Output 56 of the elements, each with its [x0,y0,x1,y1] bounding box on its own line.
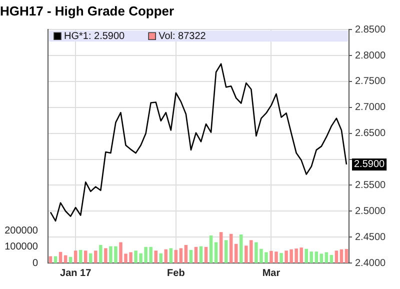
x-tick-label: Jan 17 [60,268,92,279]
bar [99,244,102,263]
bar [184,244,188,263]
y-tick-label: 2.4500 [355,232,386,243]
bar [229,234,233,263]
bar [48,256,52,263]
bar [74,250,78,263]
legend-label: Vol: 87322 [158,30,206,42]
bar [68,256,72,263]
bar [224,240,228,263]
bar [194,246,198,263]
y2-tick-label: 100000 [4,242,38,253]
bar [344,248,348,263]
bar [154,250,158,263]
y-tick-label: 2.7500 [355,76,386,88]
bar [174,250,178,263]
bar [209,235,213,263]
bar [320,254,324,263]
y-tick-label: 2.6500 [355,128,386,140]
x-tick-label: Feb [167,268,185,279]
bar [334,250,338,263]
bar [179,248,183,263]
bar [199,246,203,263]
bar [169,248,173,263]
y-tick-label: 2.8500 [355,24,386,36]
bar [84,250,88,263]
bar [240,234,243,263]
bar [189,250,193,263]
bar [104,248,108,263]
bar [280,253,283,263]
y2-tick-label: 200000 [4,226,38,237]
bar [330,254,334,263]
x-tick-label: Mar [262,268,280,279]
bar [324,252,328,263]
y2-tick-label: 0 [32,258,38,269]
chart-title: HGH17 - High Grade Copper [0,3,174,18]
y-tick-label: 2.8000 [355,50,386,62]
bar [214,242,218,263]
bar [58,252,62,263]
bar [164,249,168,263]
bar [78,250,82,263]
bar [314,252,318,263]
bar [54,256,58,263]
y-tick-label: 2.4000 [355,258,386,269]
bar [89,253,92,263]
legend-label: HG*1: 2.5900 [64,30,126,42]
bar [159,253,163,263]
bar [204,246,208,263]
bar [234,244,238,263]
y-tick-label: 2.5000 [355,206,386,217]
bar [94,250,98,263]
y-tick-label: 2.5500 [355,180,386,191]
text: 2.5900 [354,159,386,170]
bar [340,249,344,263]
bar [219,232,223,263]
y-tick-label: 2.7000 [355,102,386,114]
